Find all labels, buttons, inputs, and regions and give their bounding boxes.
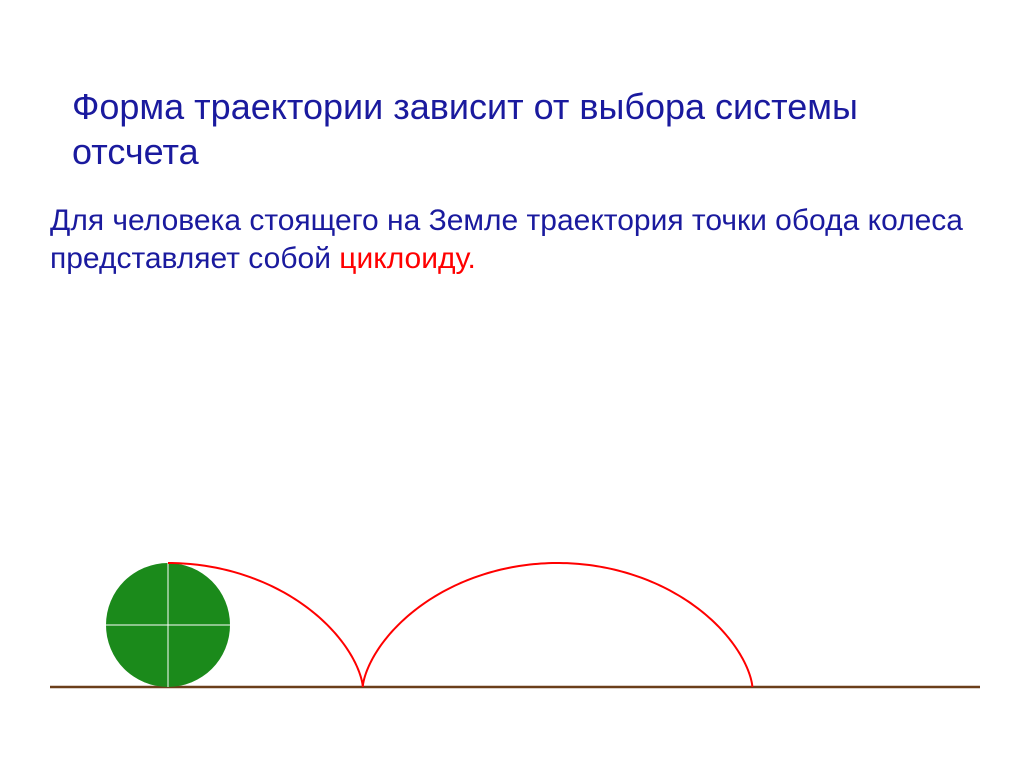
cycloid-curve (168, 563, 752, 687)
subtitle-prefix: Для человека стоящего на Земле траектори… (50, 204, 963, 275)
slide-title: Форма траектории зависит от выбора систе… (72, 84, 952, 174)
slide-subtitle: Для человека стоящего на Земле траектори… (50, 202, 974, 279)
subtitle-highlight: циклоиду. (339, 242, 476, 275)
cycloid-diagram (0, 480, 1024, 740)
